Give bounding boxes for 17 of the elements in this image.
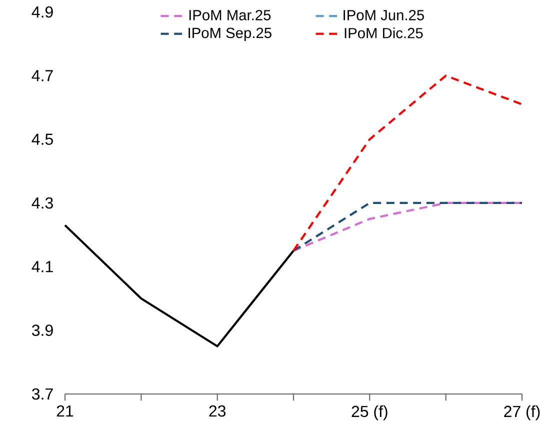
legend-label: IPoM Dic.25 [344, 28, 423, 38]
legend-label: IPoM Jun.25 [344, 10, 424, 20]
y-tick-label: 3.7 [32, 388, 53, 400]
x-tick-label: 25 (f) [352, 405, 388, 420]
x-tick-label: 23 [209, 405, 226, 417]
y-tick-label: 4.5 [32, 134, 53, 145]
y-tick-label: 4.1 [32, 261, 53, 272]
x-tick-label: 21 [56, 405, 74, 417]
line-series [292, 74, 524, 252]
line-series [64, 224, 295, 348]
y-tick-label: 3.9 [32, 324, 53, 336]
y-tick-label: 4.7 [32, 70, 53, 82]
legend-label: IPoM Sep.25 [188, 28, 272, 41]
legend-label: IPoM Mar.25 [189, 10, 271, 20]
x-tick-label: 27 (f) [504, 405, 540, 420]
y-tick-label: 4.3 [32, 197, 53, 209]
y-tick-label: 4.9 [32, 6, 53, 18]
